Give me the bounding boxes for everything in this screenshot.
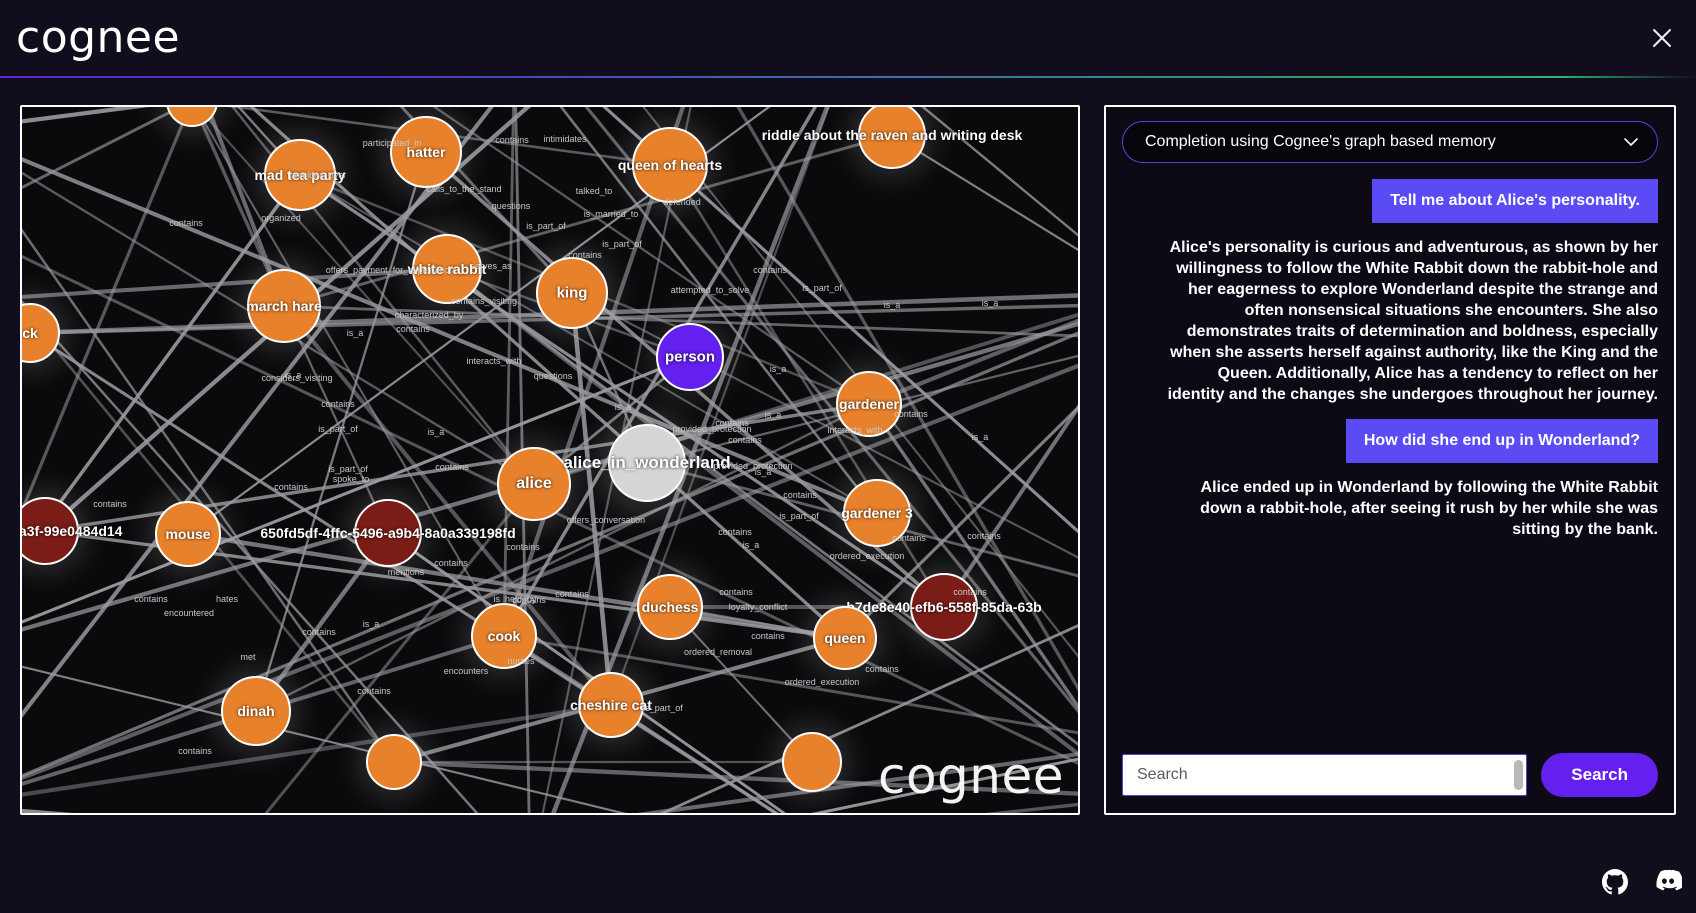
graph-node[interactable]	[264, 139, 336, 211]
search-button[interactable]: Search	[1541, 753, 1658, 797]
chat-panel: Completion using Cognee's graph based me…	[1104, 105, 1676, 815]
search-input[interactable]	[1122, 754, 1528, 796]
assistant-message-row: Alice ended up in Wonderland by followin…	[1122, 477, 1658, 540]
chat-footer: Search	[1106, 743, 1674, 813]
search-input-scrollbar[interactable]	[1514, 760, 1524, 790]
graph-node[interactable]	[471, 603, 537, 669]
graph-node[interactable]	[782, 732, 842, 792]
social-links	[1602, 869, 1684, 895]
user-message-row: Tell me about Alice's personality.	[1122, 179, 1658, 223]
graph-node[interactable]	[366, 734, 422, 790]
github-icon[interactable]	[1602, 869, 1628, 895]
chevron-down-icon	[1623, 135, 1639, 150]
graph-node[interactable]	[910, 573, 978, 641]
graph-node[interactable]	[22, 497, 79, 565]
assistant-message-text: Alice ended up in Wonderland by followin…	[1200, 479, 1658, 538]
graph-canvas[interactable]: hatter mad tea party queen of hearts riddle…	[22, 107, 1078, 813]
graph-node[interactable]	[608, 424, 686, 502]
graph-node[interactable]	[497, 447, 571, 521]
graph-node[interactable]	[858, 107, 926, 169]
knowledge-graph-panel[interactable]: hatter mad tea party queen of hearts riddle…	[20, 105, 1080, 815]
graph-node[interactable]	[813, 606, 877, 670]
assistant-message-row: Alice's personality is curious and adven…	[1122, 237, 1658, 405]
user-message-bubble: Tell me about Alice's personality.	[1372, 179, 1658, 223]
search-input-wrapper	[1122, 754, 1528, 796]
graph-node[interactable]	[656, 323, 724, 391]
graph-node[interactable]	[536, 257, 608, 329]
user-message-bubble: How did she end up in Wonderland?	[1345, 419, 1658, 463]
graph-node[interactable]	[637, 574, 703, 640]
graph-node[interactable]	[412, 234, 482, 304]
search-mode-label: Completion using Cognee's graph based me…	[1145, 133, 1496, 150]
discord-icon[interactable]	[1654, 869, 1684, 895]
chat-message-list[interactable]: Tell me about Alice's personality. Alice'…	[1106, 163, 1674, 743]
assistant-message-text: Alice's personality is curious and adven…	[1167, 239, 1658, 403]
graph-node[interactable]	[843, 479, 911, 547]
graph-node[interactable]	[578, 672, 644, 738]
graph-node[interactable]	[221, 676, 291, 746]
app-header: cognee	[0, 0, 1696, 78]
graph-node[interactable]	[632, 127, 708, 203]
graph-node[interactable]	[390, 116, 462, 188]
user-message-row: How did she end up in Wonderland?	[1122, 419, 1658, 463]
graph-node[interactable]	[155, 501, 221, 567]
cognee-logo: cognee	[16, 12, 181, 63]
graph-node[interactable]	[836, 371, 902, 437]
graph-node[interactable]	[247, 269, 321, 343]
close-icon[interactable]	[1642, 18, 1682, 58]
search-mode-dropdown[interactable]: Completion using Cognee's graph based me…	[1122, 121, 1658, 163]
header-divider	[0, 76, 1696, 78]
graph-node[interactable]	[354, 499, 422, 567]
graph-edges	[22, 107, 1078, 813]
